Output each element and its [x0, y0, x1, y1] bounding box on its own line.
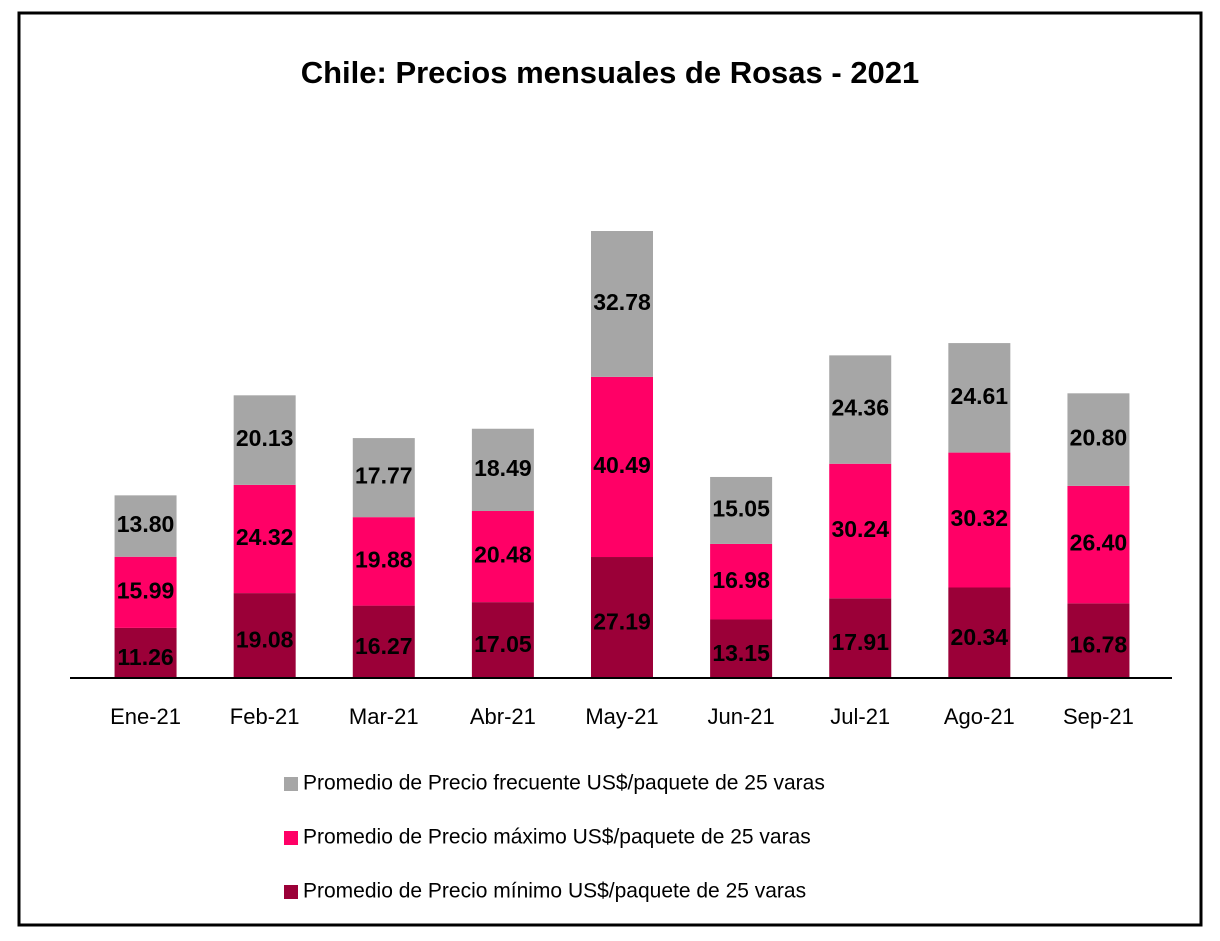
data-label: 24.36 [831, 395, 889, 421]
data-label: 26.40 [1070, 530, 1128, 556]
bar-segment [829, 355, 892, 464]
x-tick-label: Mar-21 [349, 704, 419, 729]
data-label: 13.80 [117, 511, 175, 537]
bar-segment [233, 484, 296, 594]
bar-segment [591, 376, 653, 558]
bar-segment [591, 231, 653, 377]
bar-segment [471, 428, 534, 512]
x-tick-label: Feb-21 [230, 704, 300, 729]
data-label: 19.88 [355, 546, 413, 572]
legend-swatch [284, 777, 298, 791]
data-label: 30.32 [951, 505, 1009, 531]
data-label: 13.15 [712, 640, 770, 666]
data-label: 17.91 [831, 629, 889, 655]
chart-title: Chile: Precios mensuales de Rosas - 2021 [301, 55, 920, 90]
bar-segment [1067, 603, 1130, 678]
bar-segment [471, 602, 534, 678]
data-label: 15.99 [117, 577, 175, 603]
x-tick-label: Ago-21 [944, 704, 1015, 729]
data-label: 11.26 [117, 644, 173, 670]
data-label: 16.98 [712, 567, 770, 593]
x-tick-label: Ene-21 [110, 704, 181, 729]
bar-segment [352, 517, 415, 606]
x-tick-label: Sep-21 [1063, 704, 1134, 729]
bar-segment [1067, 393, 1130, 486]
data-label: 18.49 [474, 455, 532, 481]
x-tick-label: Jun-21 [707, 704, 774, 729]
data-label: 20.13 [236, 425, 294, 451]
data-label: 24.32 [236, 524, 294, 550]
x-tick-label: Jul-21 [830, 704, 890, 729]
data-label: 32.78 [593, 289, 651, 315]
bar-segment [352, 605, 415, 678]
legend-label: Promedio de Precio mínimo US$/paquete de… [303, 880, 806, 903]
legend-swatch [284, 885, 298, 899]
data-label: 16.78 [1070, 632, 1128, 658]
data-label: 15.05 [712, 496, 770, 522]
data-label: 27.19 [593, 609, 651, 635]
data-label: 20.34 [951, 624, 1009, 650]
data-label: 17.77 [355, 463, 413, 489]
bar-segment [114, 627, 177, 678]
bar-segment [1067, 485, 1130, 604]
legend-swatch [284, 831, 298, 845]
bar-segment [352, 438, 415, 518]
data-label: 20.80 [1070, 425, 1128, 451]
data-label: 17.05 [474, 631, 532, 657]
data-label: 40.49 [593, 452, 651, 478]
legend-label: Promedio de Precio frecuente US$/paquete… [303, 772, 825, 795]
legend-label: Promedio de Precio máximo US$/paquete de… [303, 826, 811, 849]
bar-segment [591, 557, 653, 678]
bar-segment [233, 395, 296, 485]
bar-segment [948, 587, 1011, 678]
bar-segment [114, 556, 177, 628]
bar-segment [948, 343, 1011, 453]
bar-segment [829, 598, 892, 678]
x-tick-label: Abr-21 [470, 704, 536, 729]
bar-segment [114, 495, 177, 557]
data-label: 16.27 [355, 633, 413, 659]
bar-segment [710, 476, 773, 544]
bar-segment [829, 463, 892, 599]
data-label: 20.48 [474, 542, 532, 568]
bar-segment [471, 511, 534, 603]
bar-segment [710, 619, 773, 678]
x-tick-label: May-21 [585, 704, 658, 729]
data-label: 19.08 [236, 627, 294, 653]
data-label: 30.24 [831, 516, 889, 542]
bar-segment [710, 543, 773, 620]
bar-segment [948, 452, 1011, 588]
data-label: 24.61 [951, 383, 1009, 409]
bar-segment [233, 593, 296, 678]
